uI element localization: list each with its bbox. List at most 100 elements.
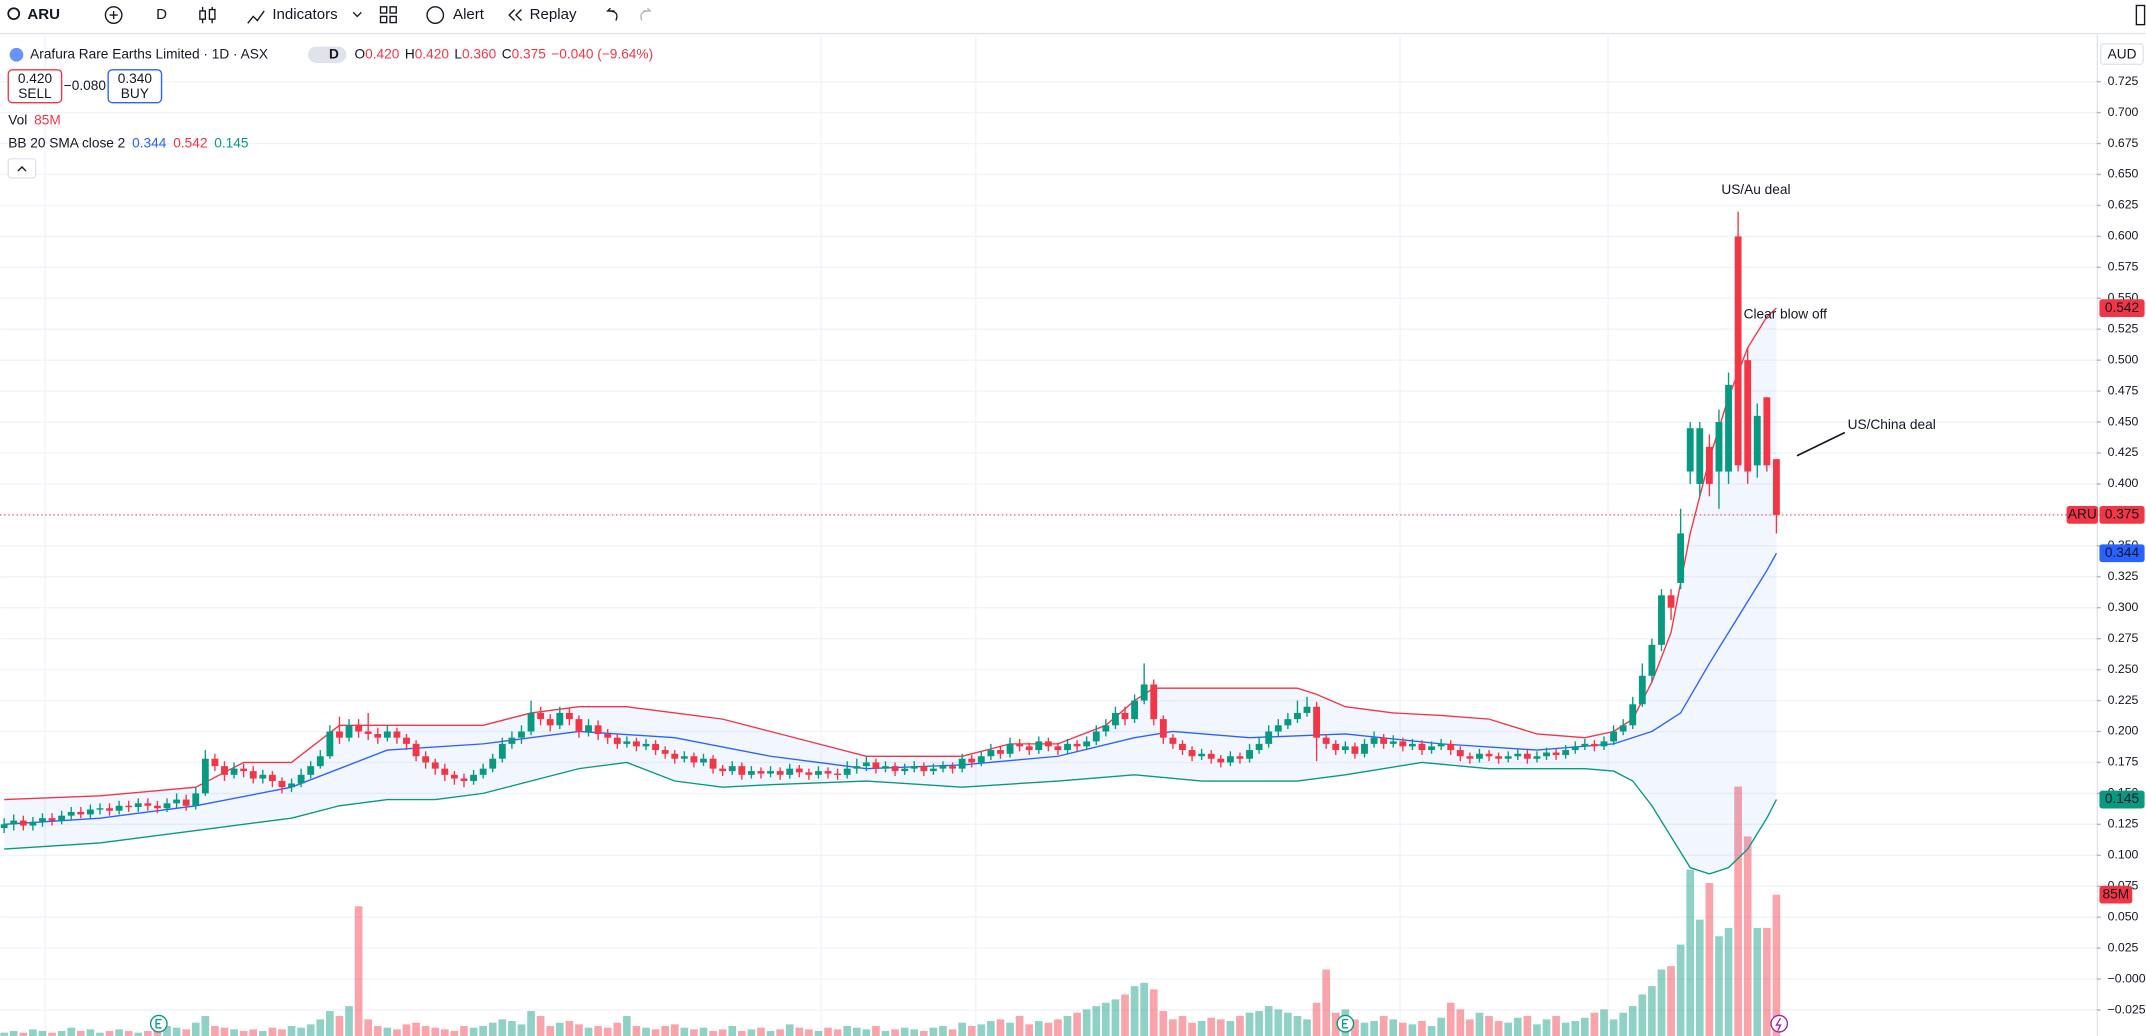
- candle-body: [815, 771, 822, 775]
- volume-bar: [440, 1029, 449, 1036]
- candle-body: [336, 731, 343, 738]
- volume-bar: [76, 1031, 85, 1036]
- volume-bar: [239, 1031, 248, 1036]
- candle-body: [1159, 719, 1167, 738]
- event-marker[interactable]: [1770, 1014, 1789, 1033]
- candle-body: [86, 809, 94, 815]
- bb-upper: 0.542: [173, 135, 207, 150]
- indicators-icon: [247, 10, 265, 24]
- volume-bar: [258, 1031, 267, 1036]
- candle-body: [441, 768, 449, 775]
- candle-body: [316, 756, 324, 767]
- y-tick-label: 0.400: [2108, 476, 2139, 490]
- y-tick-label: −0.000: [2108, 971, 2146, 985]
- earnings-marker[interactable]: [1336, 1014, 1355, 1033]
- dropdown[interactable]: [352, 11, 362, 18]
- y-tick-label: 0.625: [2108, 198, 2139, 212]
- buy-button[interactable]: [107, 69, 163, 104]
- candle-body: [1322, 737, 1330, 744]
- candle-body: [1054, 746, 1062, 751]
- bb-name: BB 20 SMA close 2: [8, 135, 125, 150]
- volume-bar: [211, 1026, 219, 1036]
- volume-bar: [191, 1022, 200, 1036]
- candle-body: [1677, 533, 1685, 583]
- candle-body: [115, 805, 123, 811]
- volume-bar: [364, 1019, 373, 1036]
- earnings-marker[interactable]: [149, 1014, 168, 1033]
- volume-bar: [335, 1016, 344, 1036]
- price-axis: [2096, 34, 2146, 1036]
- collapse-button[interactable]: [7, 158, 37, 179]
- y-tick-label: 0.475: [2108, 383, 2139, 397]
- add-symbol[interactable]: [104, 6, 123, 24]
- volume-bar: [1178, 1016, 1187, 1036]
- low: 0.360: [462, 46, 497, 61]
- buy-price: 0.340: [118, 71, 153, 86]
- candle-body: [1064, 743, 1071, 751]
- candle-body: [106, 808, 113, 811]
- chart-type-icon: [199, 10, 207, 20]
- candle-body: [125, 805, 133, 808]
- buy-label: BUY: [121, 86, 149, 101]
- candle-body: [134, 803, 142, 808]
- candle-body: [728, 766, 736, 772]
- indicators-button[interactable]: Indicators: [272, 6, 337, 23]
- candle-body: [278, 781, 286, 788]
- candle-body: [77, 811, 85, 815]
- volume-bar: [1734, 786, 1742, 1036]
- y-tick-label: 0.500: [2108, 352, 2139, 366]
- replay-button[interactable]: Replay: [530, 6, 577, 23]
- volume-bar: [1513, 1017, 1522, 1036]
- volume-bar: [96, 1032, 104, 1036]
- volume-bar: [852, 1027, 861, 1036]
- candle-body: [1226, 756, 1234, 763]
- layouts-icon[interactable]: [379, 6, 397, 24]
- candle-body: [1456, 750, 1464, 757]
- candle-body: [1734, 236, 1742, 466]
- volume-bar: [1274, 1009, 1283, 1036]
- currency-button[interactable]: [2100, 43, 2144, 66]
- candle-body: [460, 778, 468, 782]
- candle-body: [1188, 750, 1196, 757]
- volume-bar: [479, 1026, 487, 1036]
- candle-body: [1131, 700, 1139, 720]
- price-tag-label: 0.375: [2105, 506, 2140, 521]
- search-icon[interactable]: [7, 7, 21, 21]
- plot: US/Au deal Clear blow off US/China deal: [0, 182, 2097, 1036]
- candle-body: [1313, 706, 1321, 738]
- candle-body: [1476, 753, 1483, 759]
- spread: −0.080: [64, 78, 107, 93]
- panel-toggle[interactable]: [2135, 4, 2146, 26]
- candle-body: [259, 774, 267, 779]
- y-tick-label: 0.325: [2108, 569, 2139, 583]
- candle-body: [1351, 746, 1359, 754]
- y-tick-label: 0.450: [2108, 414, 2139, 428]
- volume-bar: [1475, 1012, 1484, 1036]
- candle-body: [383, 731, 391, 738]
- candle-body: [1112, 712, 1119, 726]
- volume-bar: [1772, 894, 1781, 1036]
- candle-body: [1284, 719, 1292, 726]
- volume-bar: [134, 1032, 143, 1036]
- volume-bar: [517, 1024, 526, 1036]
- redo[interactable]: [640, 7, 652, 21]
- volume-bar: [747, 1029, 756, 1036]
- undo[interactable]: [606, 7, 618, 21]
- open: 0.420: [365, 46, 400, 61]
- candle-body: [1705, 446, 1713, 484]
- volume-bar: [326, 1011, 334, 1036]
- alert-button[interactable]: Alert: [453, 6, 485, 23]
- candle-body: [96, 808, 104, 810]
- volume-bar: [632, 1026, 641, 1036]
- sell-button[interactable]: [7, 69, 63, 104]
- symbol[interactable]: ARU: [27, 6, 60, 23]
- volume-bar: [1331, 1012, 1340, 1036]
- volume-bar: [1197, 1021, 1206, 1036]
- vol-legend: Vol 85M: [8, 112, 60, 127]
- volume-bar: [651, 1029, 660, 1036]
- annotation-line: [1796, 431, 1846, 457]
- candle-body: [652, 743, 660, 751]
- legend-title: Arafura Rare Earths Limited · 1D · ASX: [30, 46, 268, 61]
- chart-type-icon: [208, 8, 216, 20]
- interval[interactable]: D: [156, 6, 167, 23]
